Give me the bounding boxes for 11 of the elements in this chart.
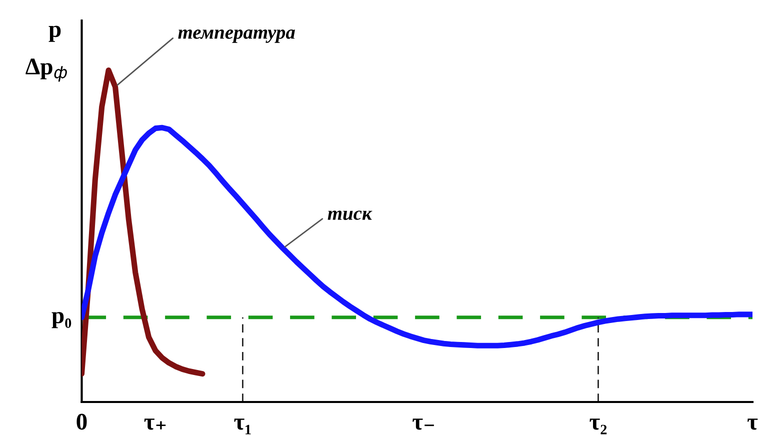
ref-line-label: p₀ — [52, 312, 72, 328]
x-tick-label: 0 — [76, 414, 87, 430]
x-tick-label: τ₂ — [590, 418, 607, 434]
text: Δp$_{ф}$ — [26, 58, 67, 82]
text: температура — [178, 30, 295, 43]
text: тиск — [328, 210, 372, 220]
x-tick-label: τ₋ — [412, 418, 434, 430]
y-axis-title: p — [48, 26, 61, 42]
x-tick-label: τ₁ — [234, 418, 251, 434]
x-tick-label: τ₊ — [144, 418, 166, 430]
x-tick-label: τ — [748, 418, 758, 430]
